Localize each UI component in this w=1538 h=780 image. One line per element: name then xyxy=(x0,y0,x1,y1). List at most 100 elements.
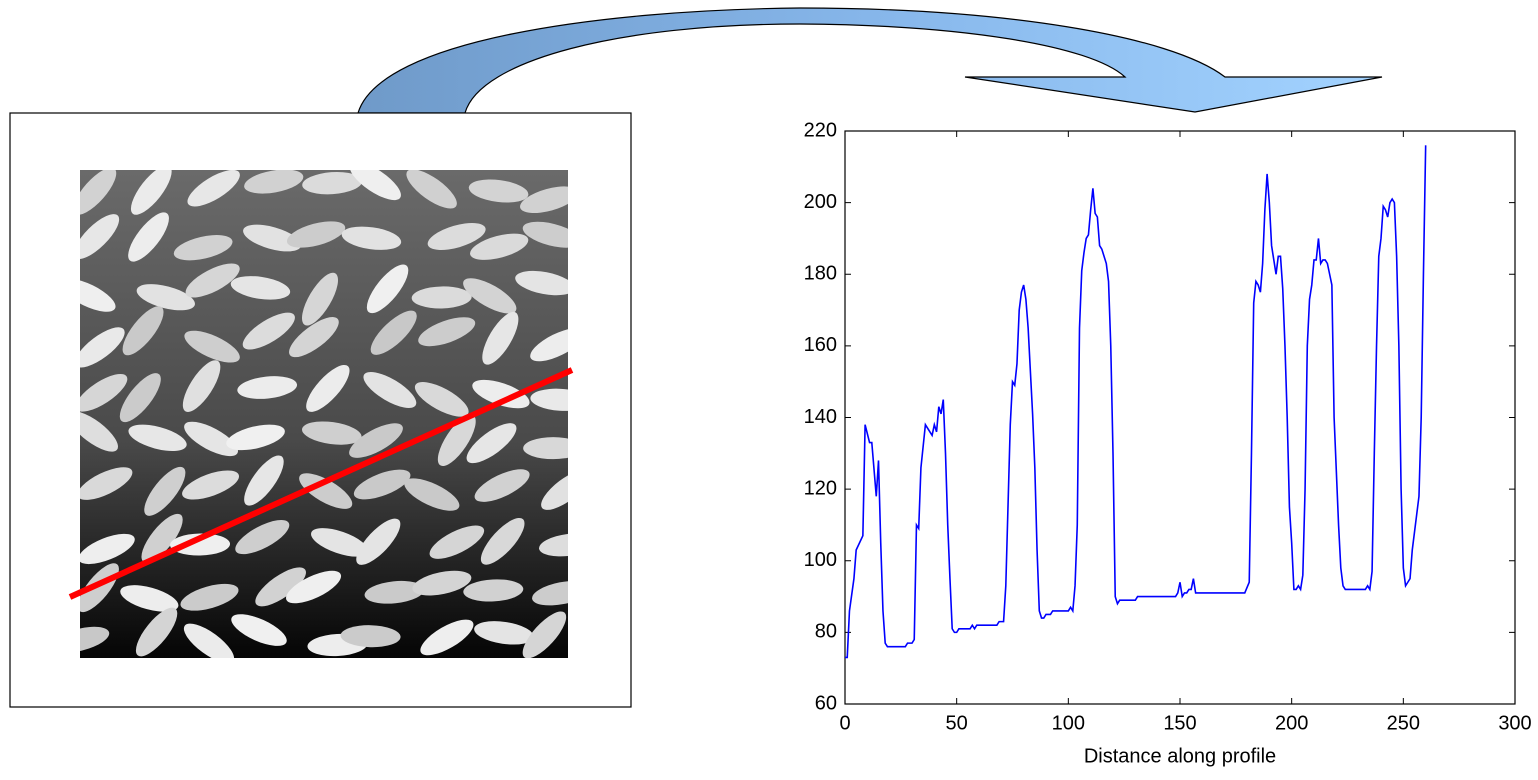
rice-grain xyxy=(286,221,346,248)
rice-grain xyxy=(128,424,187,452)
rice-grain xyxy=(173,235,233,261)
rice-grain xyxy=(244,170,304,194)
rice-grain xyxy=(231,614,287,646)
rice-grain xyxy=(463,278,517,314)
rice-grain xyxy=(522,611,567,658)
rice-grain xyxy=(289,317,339,358)
rice-grain xyxy=(244,455,284,506)
rice-grain xyxy=(306,364,350,412)
curved-arrow xyxy=(357,7,1383,114)
rice-grain xyxy=(302,171,363,195)
rice-grain xyxy=(412,570,472,596)
rice-grain xyxy=(349,423,403,458)
x-tick-label: 0 xyxy=(839,712,850,734)
rice-grain xyxy=(182,360,221,412)
rice-grain xyxy=(420,619,474,656)
rice-grain xyxy=(130,170,172,215)
rice-grain xyxy=(468,179,529,203)
rice-grain xyxy=(286,570,342,604)
x-tick-label: 50 xyxy=(946,712,968,734)
rice-grain xyxy=(474,469,530,502)
rice-grain xyxy=(184,421,239,457)
rice-grain xyxy=(243,224,302,252)
y-tick-label: 220 xyxy=(804,119,837,141)
rice-grain xyxy=(119,373,161,423)
rice-grain xyxy=(144,466,186,516)
rice-grain xyxy=(301,421,362,445)
rice-grain xyxy=(187,170,240,207)
rice-grain xyxy=(80,214,120,260)
y-tick-label: 180 xyxy=(804,263,837,285)
rice-grain xyxy=(515,270,568,296)
y-tick-label: 160 xyxy=(804,334,837,356)
rice-grain xyxy=(226,424,285,451)
rice-grain xyxy=(356,518,401,565)
rice-grain xyxy=(530,328,568,362)
rice-grain xyxy=(522,221,568,248)
rice-grain xyxy=(427,223,486,250)
rice-grain xyxy=(472,379,530,409)
rice-grain xyxy=(170,533,231,556)
rice-grain xyxy=(404,478,460,511)
rice-grain xyxy=(80,170,117,215)
profile-line xyxy=(845,145,1427,659)
rice-grain xyxy=(182,470,240,500)
rice-grain xyxy=(349,170,401,201)
rice-grain xyxy=(230,276,291,300)
profile-line xyxy=(68,367,574,600)
rice-grain xyxy=(235,519,290,555)
y-tick-label: 120 xyxy=(804,477,837,499)
rice-grain xyxy=(474,621,534,645)
rice-grain xyxy=(80,533,135,565)
rice-grain xyxy=(80,373,128,412)
rice-grain xyxy=(237,376,298,399)
rice-grain xyxy=(370,310,417,355)
rice-grain xyxy=(480,517,525,565)
y-tick-label: 80 xyxy=(815,621,837,643)
rice-grain xyxy=(341,226,402,250)
rice-grain xyxy=(437,414,476,467)
rice-grain xyxy=(523,437,568,460)
rice-grain xyxy=(80,278,116,312)
rice-grain xyxy=(363,371,417,408)
x-tick-label: 250 xyxy=(1387,712,1420,734)
rice-grain xyxy=(538,533,568,557)
x-tick-label: 100 xyxy=(1052,712,1085,734)
rice-grain xyxy=(463,579,524,602)
rice-grain xyxy=(429,525,485,559)
y-tick-label: 100 xyxy=(804,549,837,571)
rice-grain xyxy=(80,467,133,500)
rice-grain xyxy=(541,469,568,510)
rice-grain xyxy=(482,311,519,365)
x-axis-label: Distance along profile xyxy=(1084,745,1276,767)
rice-grain xyxy=(183,623,235,658)
rice-grain xyxy=(255,567,306,607)
rice-grain xyxy=(180,583,239,611)
rice-grain xyxy=(366,264,409,314)
rice-grain xyxy=(406,170,457,209)
y-tick-label: 60 xyxy=(815,692,837,714)
y-tick-label: 140 xyxy=(804,406,837,428)
rice-grain xyxy=(353,469,411,500)
rice-grains xyxy=(80,170,568,658)
rice-grain xyxy=(340,625,401,648)
rice-grain xyxy=(532,581,568,606)
rice-grain xyxy=(470,233,529,260)
rice-grain xyxy=(80,327,125,368)
x-tick-label: 150 xyxy=(1163,712,1196,734)
rice-grain xyxy=(418,317,476,347)
rice-grain xyxy=(299,473,353,509)
plot-frame xyxy=(844,130,1516,705)
rice-grain xyxy=(185,263,240,298)
rice-grain xyxy=(135,607,178,657)
rice-grain xyxy=(530,388,568,411)
rice-grain xyxy=(141,513,183,563)
rice-grain xyxy=(184,330,240,363)
rice-grain xyxy=(311,528,369,557)
rice-grain xyxy=(128,212,169,262)
rice-grain xyxy=(242,312,295,350)
rice-grain xyxy=(302,272,339,326)
rice-grain xyxy=(411,286,472,309)
rice-grain xyxy=(520,186,568,213)
